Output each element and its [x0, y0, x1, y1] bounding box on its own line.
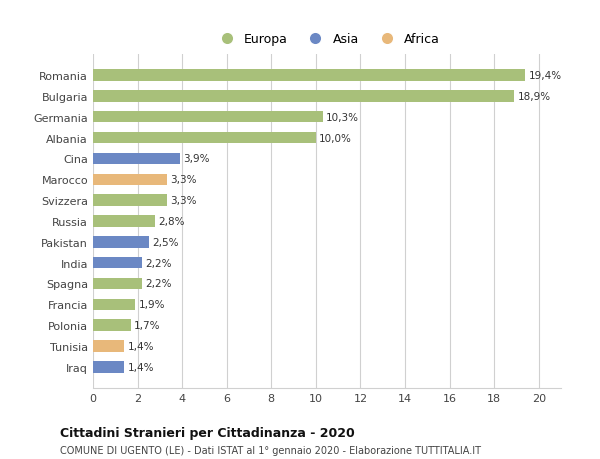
- Text: 2,2%: 2,2%: [145, 279, 172, 289]
- Text: 1,7%: 1,7%: [134, 320, 161, 330]
- Text: 19,4%: 19,4%: [529, 71, 562, 81]
- Bar: [93, 361, 124, 373]
- Text: 1,4%: 1,4%: [128, 362, 154, 372]
- Bar: [93, 257, 142, 269]
- Legend: Europa, Asia, Africa: Europa, Asia, Africa: [209, 28, 445, 51]
- Bar: [93, 216, 155, 227]
- Bar: [93, 320, 131, 331]
- Text: Cittadini Stranieri per Cittadinanza - 2020: Cittadini Stranieri per Cittadinanza - 2…: [60, 426, 355, 439]
- Bar: [93, 70, 526, 82]
- Bar: [93, 133, 316, 144]
- Bar: [93, 299, 136, 310]
- Text: 10,3%: 10,3%: [326, 112, 359, 123]
- Text: 3,9%: 3,9%: [183, 154, 210, 164]
- Text: 10,0%: 10,0%: [319, 133, 352, 143]
- Text: 18,9%: 18,9%: [518, 92, 551, 102]
- Text: 2,2%: 2,2%: [145, 258, 172, 268]
- Text: 3,3%: 3,3%: [170, 196, 196, 206]
- Bar: [93, 195, 167, 207]
- Bar: [93, 341, 124, 352]
- Text: 2,8%: 2,8%: [159, 217, 185, 226]
- Text: COMUNE DI UGENTO (LE) - Dati ISTAT al 1° gennaio 2020 - Elaborazione TUTTITALIA.: COMUNE DI UGENTO (LE) - Dati ISTAT al 1°…: [60, 445, 481, 455]
- Text: 1,9%: 1,9%: [139, 300, 165, 310]
- Bar: [93, 153, 180, 165]
- Text: 2,5%: 2,5%: [152, 237, 179, 247]
- Text: 1,4%: 1,4%: [128, 341, 154, 351]
- Text: 3,3%: 3,3%: [170, 175, 196, 185]
- Bar: [93, 112, 323, 123]
- Bar: [93, 278, 142, 290]
- Bar: [93, 91, 514, 102]
- Bar: [93, 174, 167, 185]
- Bar: [93, 236, 149, 248]
